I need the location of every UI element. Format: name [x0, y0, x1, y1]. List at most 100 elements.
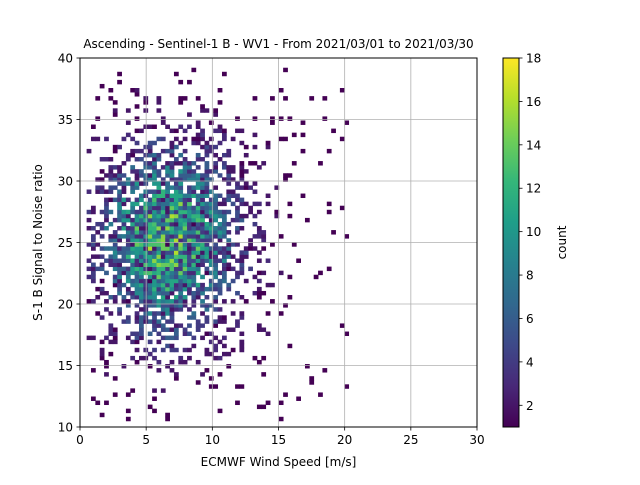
histogram-cell — [169, 347, 175, 353]
histogram-cell — [90, 238, 96, 243]
histogram-cell — [182, 331, 188, 337]
histogram-cell — [287, 116, 293, 121]
histogram-cell — [252, 355, 258, 361]
histogram-cell — [178, 209, 184, 215]
histogram-cell — [160, 238, 166, 243]
histogram-cell — [256, 230, 262, 235]
histogram-cell — [221, 343, 227, 349]
histogram-cell — [147, 311, 153, 316]
histogram-cell — [165, 181, 170, 186]
histogram-cell — [156, 254, 162, 259]
histogram-cell — [152, 408, 157, 414]
histogram-cell — [204, 250, 210, 255]
histogram-cell — [169, 238, 175, 243]
histogram-cell — [208, 148, 214, 154]
histogram-cell — [99, 189, 105, 194]
histogram-cell — [182, 250, 188, 255]
histogram-cell — [204, 254, 210, 259]
histogram-cell — [139, 335, 144, 341]
histogram-cell — [239, 201, 245, 207]
histogram-cell — [99, 226, 105, 231]
histogram-cell — [152, 165, 157, 170]
histogram-cell — [169, 258, 175, 263]
histogram-cell — [230, 136, 236, 142]
histogram-cell — [235, 213, 240, 219]
histogram-cell — [217, 226, 223, 231]
histogram-cell — [191, 343, 197, 349]
histogram-cell — [173, 254, 179, 259]
histogram-cell — [208, 144, 214, 150]
histogram-cell — [339, 136, 345, 142]
histogram-cell — [208, 286, 214, 292]
histogram-cell — [213, 254, 219, 259]
histogram-cell — [169, 274, 175, 280]
histogram-cell — [191, 189, 197, 194]
histogram-cell — [217, 173, 223, 178]
histogram-cell — [108, 177, 114, 182]
histogram-cell — [147, 250, 153, 255]
histogram-cell — [182, 157, 188, 162]
histogram-cell — [187, 278, 192, 284]
y-axis-ticks: 10 15 20 25 30 35 40 — [58, 52, 80, 435]
histogram-cell — [169, 221, 175, 227]
histogram-cell — [195, 181, 201, 186]
histogram-cell — [252, 161, 258, 166]
histogram-cell — [191, 169, 197, 174]
histogram-cell — [130, 266, 136, 272]
histogram-cell — [339, 88, 345, 93]
histogram-cell — [187, 290, 192, 296]
histogram-cell — [165, 416, 170, 422]
histogram-cell — [112, 242, 118, 247]
histogram-cell — [95, 286, 101, 292]
histogram-cell — [160, 307, 166, 312]
histogram-cell — [152, 270, 157, 276]
histogram-cell — [182, 258, 188, 263]
histogram-cell — [243, 213, 249, 219]
histogram-cell — [182, 270, 188, 276]
histogram-cell — [261, 238, 267, 243]
histogram-cell — [95, 230, 101, 235]
histogram-cell — [287, 274, 293, 280]
histogram-cell — [208, 177, 214, 182]
histogram-cell — [274, 185, 280, 190]
histogram-cell — [270, 96, 275, 101]
histogram-cell — [213, 108, 219, 113]
histogram-cell — [208, 221, 214, 227]
histogram-cell — [221, 270, 227, 276]
histogram-cell — [169, 307, 175, 312]
histogram-cell — [278, 400, 284, 406]
histogram-cell — [221, 132, 227, 138]
histogram-cell — [226, 327, 232, 332]
histogram-cell — [204, 108, 210, 113]
histogram-cell — [265, 282, 271, 288]
histogram-cell — [147, 144, 153, 150]
histogram-cell — [200, 213, 205, 219]
histogram-cell — [117, 193, 122, 199]
histogram-cell — [178, 221, 184, 227]
y-tick-label: 35 — [58, 113, 73, 127]
histogram-cell — [160, 295, 166, 300]
histogram-cell — [178, 359, 184, 365]
histogram-cell — [187, 217, 192, 223]
histogram-cell — [204, 148, 210, 154]
histogram-cell — [200, 209, 205, 215]
histogram-cell — [117, 213, 122, 219]
histogram-cell — [226, 266, 232, 272]
histogram-cell — [200, 185, 205, 190]
histogram-cell — [134, 197, 140, 203]
histogram-cell — [195, 323, 201, 328]
histogram-cell — [165, 246, 170, 251]
histogram-cell — [125, 416, 131, 422]
histogram-cell — [195, 380, 201, 385]
histogram-cell — [248, 209, 253, 215]
histogram-cell — [121, 319, 127, 324]
histogram-cell — [139, 246, 144, 251]
histogram-cell — [112, 376, 118, 381]
histogram-cell — [117, 270, 122, 276]
histogram-cell — [204, 295, 210, 300]
histogram-cell — [134, 295, 140, 300]
histogram-cell — [134, 221, 140, 227]
histogram-cell — [134, 282, 140, 288]
histogram-cell — [130, 262, 136, 268]
histogram-cell — [221, 278, 227, 284]
